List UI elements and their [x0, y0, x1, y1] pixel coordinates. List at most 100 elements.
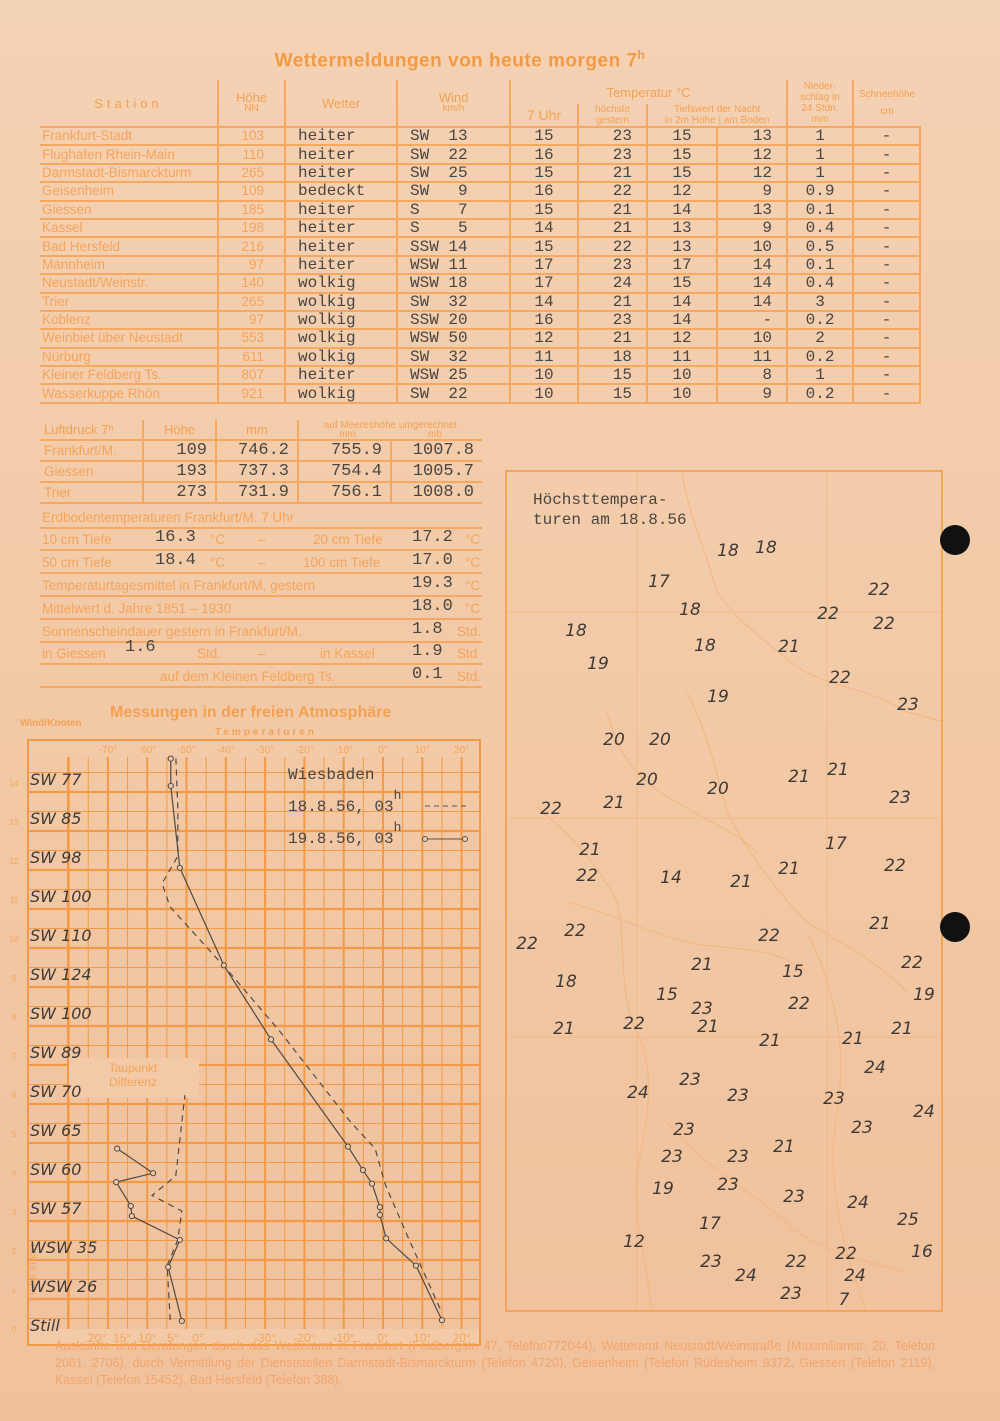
height-tick: 2	[12, 1247, 17, 1256]
map-temperature: 23	[727, 1086, 749, 1106]
map-temperature: 24	[913, 1102, 935, 1122]
station-height: 109	[218, 182, 286, 202]
tagesmittel-row: Temperaturtagesmittel in Frankfurt/M. ge…	[40, 574, 482, 597]
temp-min-ground: 8	[717, 366, 789, 386]
map-temperature: 23	[700, 1252, 722, 1272]
map-temperature: 24	[864, 1058, 886, 1078]
station-height: 140	[218, 274, 286, 294]
map-temperature: 7	[838, 1290, 850, 1310]
pressure-sea-mm: 754.4	[298, 461, 392, 483]
precipitation: 1	[787, 163, 855, 184]
temperature-point	[383, 1235, 390, 1242]
map-temperature: 24	[847, 1193, 869, 1213]
temp-min-ground: 12	[717, 163, 789, 184]
dewpoint-solid-line	[115, 1148, 183, 1322]
temp-min-ground: 9	[717, 182, 789, 202]
dewpoint-point	[176, 1236, 183, 1243]
temp-max-yesterday: 23	[578, 145, 648, 165]
map-temperature: 21	[697, 1017, 719, 1037]
station-name: Wiesbaden	[288, 766, 374, 784]
height-tick: 3	[12, 1208, 17, 1217]
map-temperature: 23	[679, 1070, 701, 1090]
erdboden-title: Erdbodentemperaturen Frankfurt/M. 7 Uhr	[42, 510, 295, 525]
luftdruck-header: Luftdruck 7ʰ	[40, 420, 144, 441]
precipitation: 0.1	[787, 200, 855, 220]
map-temperature: 21	[869, 914, 891, 934]
height-tick: 1	[12, 1286, 17, 1295]
map-temperature: 23	[783, 1187, 805, 1207]
height-tick: 14	[10, 779, 19, 788]
sonne-ffm-row: Sonnenscheindauer gestern in Frankfurt/M…	[40, 620, 482, 643]
precipitation: 0.2	[787, 347, 855, 368]
pressure-sea-mm: 756.1	[298, 482, 392, 504]
map-temperature: 21	[759, 1031, 781, 1051]
station-name: Darmstadt-Bismarckturm	[40, 163, 219, 184]
station-row: Trier 265 wolkig SW 32 14 21 14 14 3-	[40, 292, 922, 312]
wind: SW 9	[397, 182, 511, 202]
wind: WSW 50	[397, 329, 511, 349]
header-tiefstwert: Tiefswert der Nacht in 2m Höhe | am Boden	[647, 104, 789, 128]
snow-depth: -	[853, 200, 922, 220]
station-name: Kassel	[40, 218, 219, 239]
label-50cm: 50 cm Tiefe	[42, 555, 112, 570]
map-title-line-1: Höchsttempera-	[533, 491, 668, 509]
map-temperature: 14	[660, 868, 682, 888]
station-height: 611	[218, 347, 286, 368]
precipitation: 2	[787, 329, 855, 349]
legend-marker	[422, 836, 428, 842]
weather-condition: heiter	[285, 163, 398, 184]
header-hoehe-unit: NN	[244, 103, 259, 114]
temp-7uhr: 10	[510, 384, 579, 404]
wind: SW 32	[397, 292, 511, 312]
snow-depth: -	[853, 366, 922, 386]
precipitation: 0.4	[787, 218, 855, 239]
temp-min-ground: 14	[717, 292, 789, 312]
pressure-row: Trier 273 731.9 756.1 1008.0	[40, 482, 483, 504]
wind: S 5	[397, 218, 511, 239]
temperature-point	[267, 1036, 275, 1043]
station-height: 198	[218, 218, 286, 239]
weather-condition: heiter	[285, 237, 398, 257]
sonne-giessen-kassel-row: in Giessen 1.6 Std. – in Kassel 1.9 Std	[40, 639, 482, 665]
value-50cm: 18.4	[155, 551, 196, 570]
temp-7uhr: 12	[510, 329, 579, 349]
punch-hole	[940, 912, 970, 942]
header-hoehe: Höhe NN	[218, 80, 286, 128]
header-schnee: Schneehöhe cm	[853, 80, 921, 128]
temp-7uhr: 14	[510, 218, 579, 239]
station-name: Giessen	[40, 200, 219, 220]
station-row: Frankfurt-Stadt 103 heiter SW 13 15 23 15 13 1-	[40, 127, 922, 147]
map-temperature: 19	[587, 654, 609, 674]
temp-min-2m: 15	[647, 145, 718, 165]
map-temperature: 21	[579, 840, 601, 860]
map-temperature: 18	[565, 621, 587, 641]
map-temperature: 18	[694, 636, 716, 656]
value-10cm: 16.3	[155, 528, 196, 547]
temp-tick-top: -20°	[295, 745, 313, 756]
weather-condition: wolkig	[285, 292, 398, 312]
dewpoint-dashed-line	[150, 1095, 186, 1321]
map-temperature: 23	[661, 1147, 683, 1167]
precipitation: 0.5	[787, 237, 855, 257]
legend-label: 18.8.56, 03h	[288, 788, 401, 816]
station-name: Geisenheim	[40, 182, 219, 202]
precipitation: 0.2	[787, 310, 855, 331]
pressure-sea-mb: 1007.8	[391, 440, 483, 462]
weather-condition: wolkig	[285, 329, 398, 349]
pressure-mm: 731.9	[216, 482, 299, 504]
temp-max-yesterday: 18	[578, 347, 648, 368]
height-tick: 0	[12, 1325, 17, 1334]
luftdruck-header-meeres: auf Meereshöhe umgerechnet mm mb	[298, 420, 483, 441]
height-axis-label: Höhe in km	[27, 1244, 39, 1300]
map-temperature: 22	[901, 953, 923, 973]
legend-text: 18.8.56, 03	[288, 798, 394, 816]
pressure-mm: 746.2	[216, 440, 299, 462]
unit-c: °C	[210, 555, 226, 570]
station-height: 265	[218, 292, 286, 312]
map-temperature: 21	[778, 637, 800, 657]
height-tick: 8	[12, 1013, 17, 1022]
map-temperature: 19	[913, 985, 935, 1005]
snow-depth: -	[853, 292, 922, 312]
temp-max-yesterday: 21	[578, 329, 648, 349]
map-temperature: 21	[778, 859, 800, 879]
